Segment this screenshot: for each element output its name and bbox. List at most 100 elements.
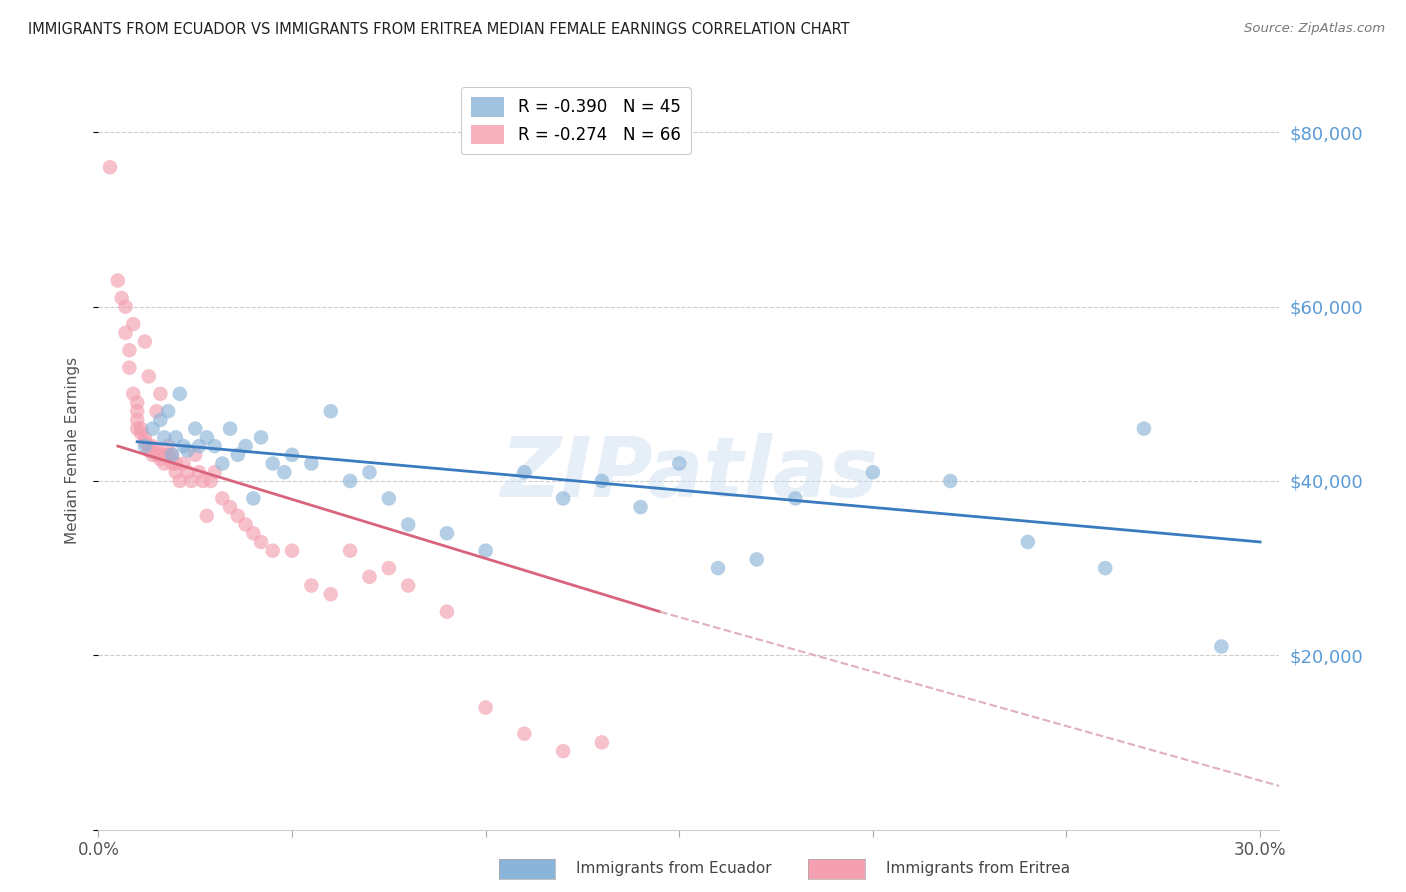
Point	[157, 439, 180, 453]
Point	[122, 317, 145, 331]
Point	[211, 491, 233, 506]
Point	[114, 326, 136, 340]
Point	[188, 439, 211, 453]
Point	[273, 465, 295, 479]
Point	[165, 465, 187, 479]
Text: Source: ZipAtlas.com: Source: ZipAtlas.com	[1244, 22, 1385, 36]
Point	[127, 395, 149, 409]
Point	[111, 291, 134, 305]
Point	[591, 474, 613, 488]
Point	[1017, 535, 1039, 549]
Point	[339, 543, 361, 558]
Point	[591, 735, 613, 749]
Point	[436, 526, 458, 541]
Point	[668, 457, 690, 471]
Point	[785, 491, 807, 506]
Point	[396, 578, 419, 592]
Point	[474, 700, 496, 714]
Point	[281, 543, 304, 558]
Point	[127, 404, 149, 418]
Point	[107, 273, 129, 287]
Point	[129, 422, 152, 436]
Point	[235, 439, 257, 453]
Point	[281, 448, 304, 462]
Point	[235, 517, 257, 532]
Legend: R = -0.390   N = 45, R = -0.274   N = 66: R = -0.390 N = 45, R = -0.274 N = 66	[461, 87, 690, 154]
Point	[173, 457, 195, 471]
Point	[173, 439, 195, 453]
Point	[118, 343, 141, 358]
Point	[299, 457, 322, 471]
Point	[138, 369, 160, 384]
Point	[149, 452, 172, 467]
Point	[513, 465, 536, 479]
Point	[862, 465, 884, 479]
Point	[474, 543, 496, 558]
Point	[98, 160, 121, 174]
Point	[513, 727, 536, 741]
Point	[176, 465, 198, 479]
Point	[219, 500, 242, 515]
Point	[378, 561, 401, 575]
Point	[145, 443, 167, 458]
Point	[149, 413, 172, 427]
Point	[195, 508, 218, 523]
Point	[262, 543, 284, 558]
Point	[157, 448, 180, 462]
Point	[319, 587, 342, 601]
Point	[299, 578, 322, 592]
Point	[138, 443, 160, 458]
Point	[149, 386, 172, 401]
Point	[153, 448, 176, 462]
Point	[250, 430, 273, 444]
Point	[939, 474, 962, 488]
Point	[134, 430, 156, 444]
Point	[160, 448, 183, 462]
Point	[142, 448, 165, 462]
Point	[630, 500, 652, 515]
Point	[226, 448, 249, 462]
Point	[134, 439, 156, 453]
Point	[1094, 561, 1116, 575]
Point	[169, 386, 191, 401]
Point	[127, 422, 149, 436]
Y-axis label: Median Female Earnings: Median Female Earnings	[65, 357, 80, 544]
Point	[153, 457, 176, 471]
Point	[160, 448, 183, 462]
Point	[129, 425, 152, 440]
Point	[1133, 422, 1156, 436]
Point	[745, 552, 768, 566]
Text: IMMIGRANTS FROM ECUADOR VS IMMIGRANTS FROM ERITREA MEDIAN FEMALE EARNINGS CORREL: IMMIGRANTS FROM ECUADOR VS IMMIGRANTS FR…	[28, 22, 849, 37]
Point	[242, 526, 264, 541]
Text: Immigrants from Eritrea: Immigrants from Eritrea	[886, 862, 1070, 876]
Text: Immigrants from Ecuador: Immigrants from Ecuador	[576, 862, 772, 876]
Point	[134, 434, 156, 449]
Point	[149, 448, 172, 462]
Point	[145, 404, 167, 418]
Point	[250, 535, 273, 549]
Point	[180, 474, 202, 488]
Point	[176, 443, 198, 458]
Point	[169, 474, 191, 488]
Point	[396, 517, 419, 532]
Point	[262, 457, 284, 471]
Point	[551, 744, 574, 758]
Point	[551, 491, 574, 506]
Point	[219, 422, 242, 436]
Point	[184, 422, 207, 436]
Point	[195, 430, 218, 444]
Point	[153, 430, 176, 444]
Point	[226, 508, 249, 523]
Point	[138, 439, 160, 453]
Point	[204, 439, 226, 453]
Point	[319, 404, 342, 418]
Point	[160, 457, 183, 471]
Point	[188, 465, 211, 479]
Point	[114, 300, 136, 314]
Point	[707, 561, 730, 575]
Point	[204, 465, 226, 479]
Point	[157, 404, 180, 418]
Point	[339, 474, 361, 488]
Point	[142, 422, 165, 436]
Point	[359, 570, 381, 584]
